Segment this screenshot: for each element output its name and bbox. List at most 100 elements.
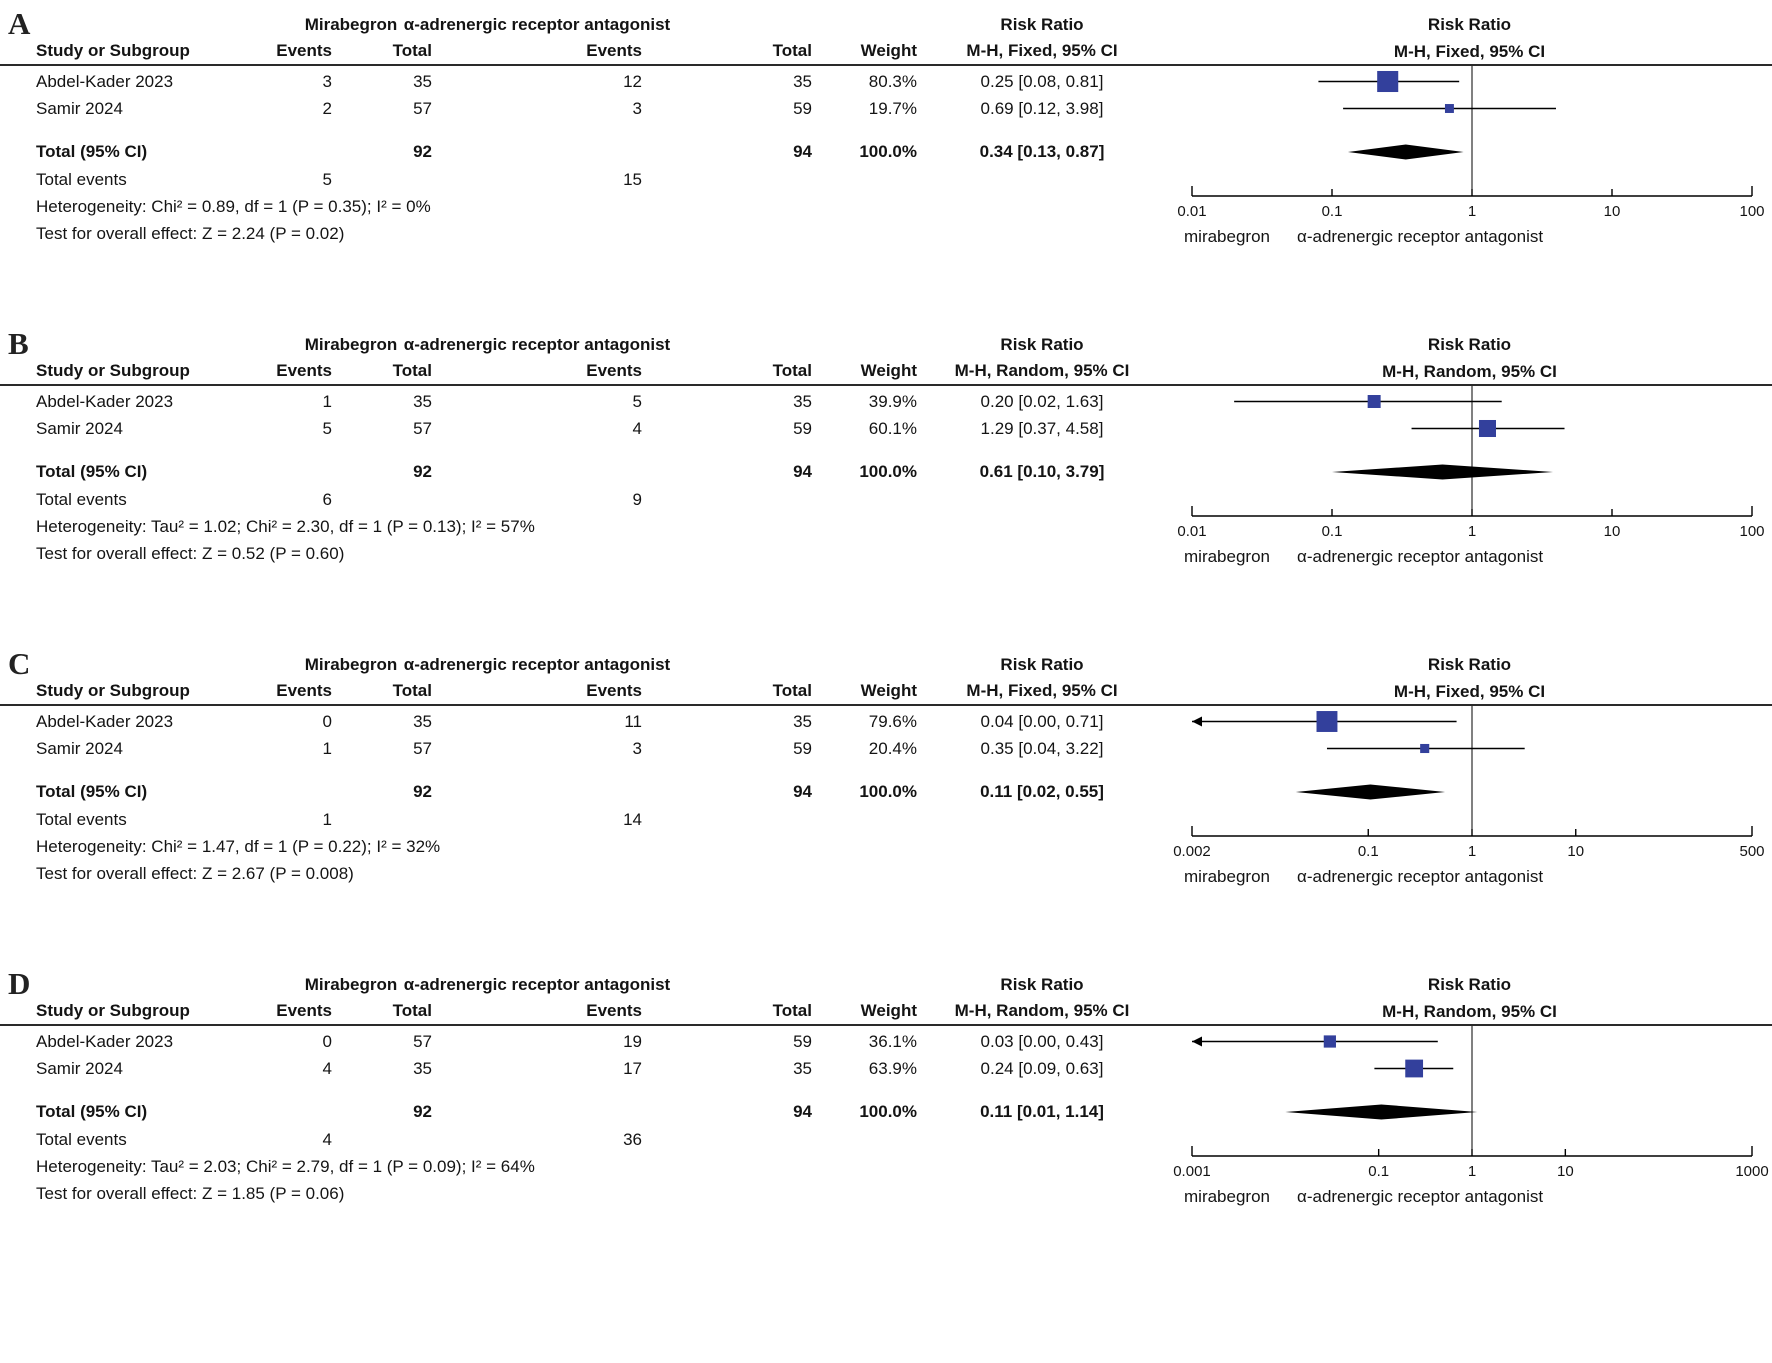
total-total1-cell: 92 (413, 1102, 432, 1121)
plot-method-header: M-H, Fixed, 95% CI (1393, 42, 1546, 61)
total-events2-cell: 15 (623, 169, 642, 189)
panel-table: Mirabegron α-adrenergic receptor antagon… (0, 650, 1167, 887)
ci-text-cell: 0.03 [0.00, 0.43] (980, 1031, 1104, 1051)
heterogeneity-text: Heterogeneity: Tau² = 2.03; Chi² = 2.79,… (36, 1156, 535, 1176)
overall-effect-text: Test for overall effect: Z = 2.24 (P = 0… (36, 223, 345, 243)
study-name-cell: Samir 2024 (36, 418, 123, 438)
axis-tick-label: 0.001 (1173, 1163, 1211, 1180)
effect-square (1478, 419, 1496, 438)
plot-method-header: M-H, Random, 95% CI (1382, 362, 1557, 381)
col-method-header: M-H, Fixed, 95% CI (966, 41, 1118, 60)
total1-cell: 35 (413, 391, 432, 411)
plot-effect-header: Risk Ratio (1427, 655, 1512, 674)
spacer (0, 442, 1167, 458)
study-row: Samir 2024 5 57 4 59 60.1% 1.29 [0.37, 4… (0, 415, 1167, 442)
forest-panel: D Mirabegron α-adrenergic receptor antag… (0, 970, 1772, 1290)
spacer (0, 1082, 1167, 1098)
axis-tick-label: 1 (1468, 203, 1476, 220)
total-total1-cell: 92 (413, 782, 432, 801)
ci-text-cell: 0.24 [0.09, 0.63] (980, 1058, 1104, 1078)
total-total2-cell: 94 (793, 462, 812, 481)
total-events2-cell: 36 (623, 1129, 642, 1149)
group1-header: Mirabegron (304, 655, 398, 674)
favours-right-label: α-adrenergic receptor antagonist (1297, 227, 1543, 246)
total-events-row: Total events 5 15 (0, 166, 1167, 193)
effect-square (1377, 70, 1399, 93)
effect-square (1323, 1035, 1336, 1048)
total2-cell: 59 (793, 738, 812, 758)
total-events-label: Total events (36, 1129, 127, 1149)
col-study-header: Study or Subgroup (36, 681, 190, 700)
study-name-cell: Samir 2024 (36, 98, 123, 118)
plot-method-header: M-H, Fixed, 95% CI (1393, 682, 1546, 701)
axis-tick-label: 10 (1604, 523, 1621, 540)
col-total1-header: Total (392, 681, 432, 700)
total-ci-text-cell: 0.61 [0.10, 3.79] (979, 462, 1105, 481)
col-events1-header: Events (276, 681, 332, 700)
ci-text-cell: 0.20 [0.02, 1.63] (980, 391, 1104, 411)
total-events-label: Total events (36, 809, 127, 829)
total-events-row: Total events 6 9 (0, 486, 1167, 513)
ci-arrow-left (1192, 1036, 1202, 1047)
total-label-cell: Total (95% CI) (36, 462, 148, 481)
axis-tick-label: 1000 (1735, 1163, 1768, 1180)
plot-effect-header: Risk Ratio (1427, 15, 1512, 34)
weight-cell: 39.9% (868, 391, 917, 411)
ci-arrow-left (1192, 716, 1202, 727)
effect-square (1367, 395, 1381, 408)
axis-tick-label: 10 (1557, 1163, 1574, 1180)
total-ci-text-cell: 0.34 [0.13, 0.87] (979, 142, 1105, 161)
forest-panel: B Mirabegron α-adrenergic receptor antag… (0, 330, 1772, 650)
plot-header: Risk Ratio M-H, Random, 95% CI (1167, 330, 1772, 384)
panel-label: A (8, 10, 31, 41)
forest-plot-canvas: 0.01 0.1 1 10 100 mirabegron α-adrenergic rece… (1177, 66, 1765, 246)
column-header-row: Study or Subgroup Events Total Events To… (0, 997, 1167, 1024)
col-total1-header: Total (392, 1001, 432, 1020)
col-events2-header: Events (586, 681, 642, 700)
panel-label: C (8, 650, 31, 681)
axis-tick-label: 1 (1468, 843, 1476, 860)
total-total1-cell: 92 (413, 462, 432, 481)
events2-cell: 17 (623, 1058, 642, 1078)
header-rule (0, 1024, 1772, 1026)
events1-cell: 2 (322, 98, 332, 118)
total-weight-cell: 100.0% (859, 1102, 917, 1121)
group-header-row: Mirabegron α-adrenergic receptor antagon… (0, 330, 1167, 357)
weight-cell: 63.9% (868, 1058, 917, 1078)
study-row: Samir 2024 2 57 3 59 19.7% 0.69 [0.12, 3… (0, 95, 1167, 122)
col-weight-header: Weight (860, 681, 917, 700)
axis-tick-label: 100 (1739, 203, 1764, 220)
ci-text-cell: 0.25 [0.08, 0.81] (980, 71, 1104, 91)
forest-panel: A Mirabegron α-adrenergic receptor antag… (0, 10, 1772, 330)
weight-cell: 80.3% (868, 71, 917, 91)
axis-tick-label: 0.1 (1368, 1163, 1389, 1180)
total1-cell: 57 (413, 98, 432, 118)
axis-tick-label: 1 (1468, 523, 1476, 540)
total-total2-cell: 94 (793, 142, 812, 161)
events2-cell: 4 (632, 418, 642, 438)
total1-cell: 57 (413, 1031, 432, 1051)
events2-cell: 3 (632, 738, 642, 758)
group2-header: α-adrenergic receptor antagonist (403, 335, 671, 354)
total-events2-cell: 9 (632, 489, 642, 509)
plot-header: Risk Ratio M-H, Fixed, 95% CI (1167, 10, 1772, 64)
weight-cell: 20.4% (868, 738, 917, 758)
total2-cell: 35 (793, 1058, 812, 1078)
total-total2-cell: 94 (793, 782, 812, 801)
spacer (0, 762, 1167, 778)
events2-cell: 3 (632, 98, 642, 118)
col-weight-header: Weight (860, 361, 917, 380)
weight-cell: 36.1% (868, 1031, 917, 1051)
total-weight-cell: 100.0% (859, 782, 917, 801)
group2-header: α-adrenergic receptor antagonist (403, 655, 671, 674)
favours-right-label: α-adrenergic receptor antagonist (1297, 1187, 1543, 1206)
total-row: Total (95% CI) 92 94 100.0% 0.34 [0.13, … (0, 138, 1167, 166)
forest-plot-canvas: 0.001 0.1 1 10 1000 mirabegron α-adrenergic re… (1173, 1026, 1769, 1206)
axis-tick-label: 0.1 (1358, 843, 1379, 860)
column-header-row: Study or Subgroup Events Total Events To… (0, 677, 1167, 704)
effect-square (1420, 743, 1430, 754)
favours-right-label: α-adrenergic receptor antagonist (1297, 547, 1543, 566)
total-ci-text-cell: 0.11 [0.01, 1.14] (980, 1102, 1104, 1121)
group2-header: α-adrenergic receptor antagonist (403, 975, 671, 994)
study-row: Abdel-Kader 2023 3 35 12 35 80.3% 0.25 [… (0, 68, 1167, 95)
